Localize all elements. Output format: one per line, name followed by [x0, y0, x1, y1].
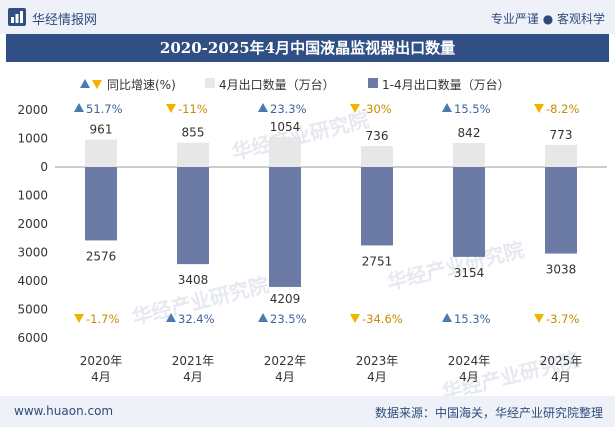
growth-cumulative-label: -34.6% [362, 312, 403, 326]
y-tick-label: 1000 [17, 189, 48, 203]
x-tick-label: 4月 [551, 370, 571, 384]
tagline: 专业严谨 ● 客观科学 [490, 12, 605, 26]
growth-monthly-arrow [442, 103, 452, 112]
cumulative-bar [545, 167, 577, 254]
growth-cumulative-arrow [350, 314, 360, 323]
x-tick-label: 4月 [275, 370, 295, 384]
cumulative-value-label: 2576 [86, 249, 117, 263]
monthly-value-label: 1054 [270, 120, 301, 134]
growth-monthly-label: -8.2% [546, 102, 579, 116]
x-tick-label: 2025年 [540, 354, 583, 368]
growth-monthly-arrow [350, 104, 360, 113]
footer-url: www.huaon.com [14, 404, 114, 418]
monthly-value-label: 842 [458, 126, 481, 140]
x-tick-label: 4月 [183, 370, 203, 384]
brand-name: 华经情报网 [32, 13, 98, 28]
footer-bar: www.huaon.com 数据来源：中国海关，华经产业研究院整理 [0, 396, 615, 427]
monthly-bar [545, 144, 577, 167]
growth-monthly-arrow [258, 103, 268, 112]
growth-monthly-label: 23.3% [270, 102, 307, 116]
monthly-value-label: 961 [90, 123, 113, 137]
top-bar: 华经情报网 专业严谨 ● 客观科学 [0, 0, 615, 34]
legend-swatch-cumulative [368, 78, 378, 88]
monthly-value-label: 736 [366, 129, 389, 143]
x-tick-label: 2024年 [448, 354, 491, 368]
y-tick-label: 2000 [17, 103, 48, 117]
x-tick-label: 4月 [367, 370, 387, 384]
legend-label-monthly: 4月出口数量（万台） [219, 77, 335, 92]
growth-monthly-label: 15.5% [454, 102, 491, 116]
chart-title: 2020-2025年4月中国液晶监视器出口数量 [159, 39, 456, 57]
data-source: 数据来源：中国海关，华经产业研究院整理 [374, 406, 603, 420]
growth-monthly-arrow [166, 104, 176, 113]
monthly-bar [453, 143, 485, 167]
monthly-value-label: 773 [550, 128, 573, 142]
x-tick-label: 2022年 [264, 354, 307, 368]
x-tick-label: 2020年 [80, 354, 123, 368]
legend-label-cumulative: 1-4月出口数量（万台） [382, 77, 510, 92]
growth-cumulative-label: 15.3% [454, 312, 491, 326]
title-bar: 2020-2025年4月中国液晶监视器出口数量 [6, 34, 609, 62]
y-tick-label: 1000 [17, 132, 48, 146]
monthly-value-label: 855 [182, 126, 205, 140]
growth-cumulative-label: -3.7% [546, 312, 579, 326]
monthly-bar [361, 146, 393, 167]
growth-cumulative-arrow [166, 313, 176, 322]
growth-monthly-label: -11% [178, 102, 208, 116]
cumulative-bar [361, 167, 393, 246]
legend-label-growth: 同比增速(%) [107, 78, 176, 92]
growth-cumulative-arrow [534, 314, 544, 323]
logo-icon [8, 8, 26, 26]
y-tick-label: 4000 [17, 274, 48, 288]
growth-monthly-label: -30% [362, 102, 392, 116]
monthly-bar [177, 142, 209, 167]
monthly-bar [85, 139, 117, 167]
growth-cumulative-arrow [442, 313, 452, 322]
growth-cumulative-arrow [258, 313, 268, 322]
cumulative-value-label: 3408 [178, 273, 209, 287]
x-tick-label: 4月 [91, 370, 111, 384]
cumulative-bar [269, 167, 301, 287]
cumulative-value-label: 2751 [362, 254, 393, 268]
cumulative-value-label: 3154 [454, 266, 485, 280]
cumulative-value-label: 4209 [270, 292, 301, 306]
y-tick-label: 5000 [17, 303, 48, 317]
cumulative-bar [85, 167, 117, 241]
cumulative-bar [453, 167, 485, 257]
monthly-bar [269, 136, 301, 167]
x-tick-label: 4月 [459, 370, 479, 384]
growth-cumulative-arrow [74, 314, 84, 323]
bar-chart: 同比增速(%) 4月出口数量（万台） 1-4月出口数量（万台） 2000 1000 0 10… [17, 77, 607, 384]
y-tick-label: 2000 [17, 217, 48, 231]
growth-monthly-arrow [534, 104, 544, 113]
y-tick-label: 0 [40, 160, 48, 174]
y-tick-label: 6000 [17, 331, 48, 345]
cumulative-bar [177, 167, 209, 265]
legend-up-arrow [80, 79, 90, 88]
x-tick-label: 2021年 [172, 354, 215, 368]
legend-swatch-monthly [205, 78, 215, 88]
cumulative-value-label: 3038 [546, 263, 577, 277]
legend-down-arrow [92, 80, 102, 89]
growth-cumulative-label: 32.4% [178, 312, 215, 326]
x-tick-label: 2023年 [356, 354, 399, 368]
growth-cumulative-label: -1.7% [86, 312, 119, 326]
y-tick-label: 3000 [17, 246, 48, 260]
growth-cumulative-label: 23.5% [270, 312, 307, 326]
growth-monthly-arrow [74, 103, 84, 112]
growth-monthly-label: 51.7% [86, 102, 123, 116]
